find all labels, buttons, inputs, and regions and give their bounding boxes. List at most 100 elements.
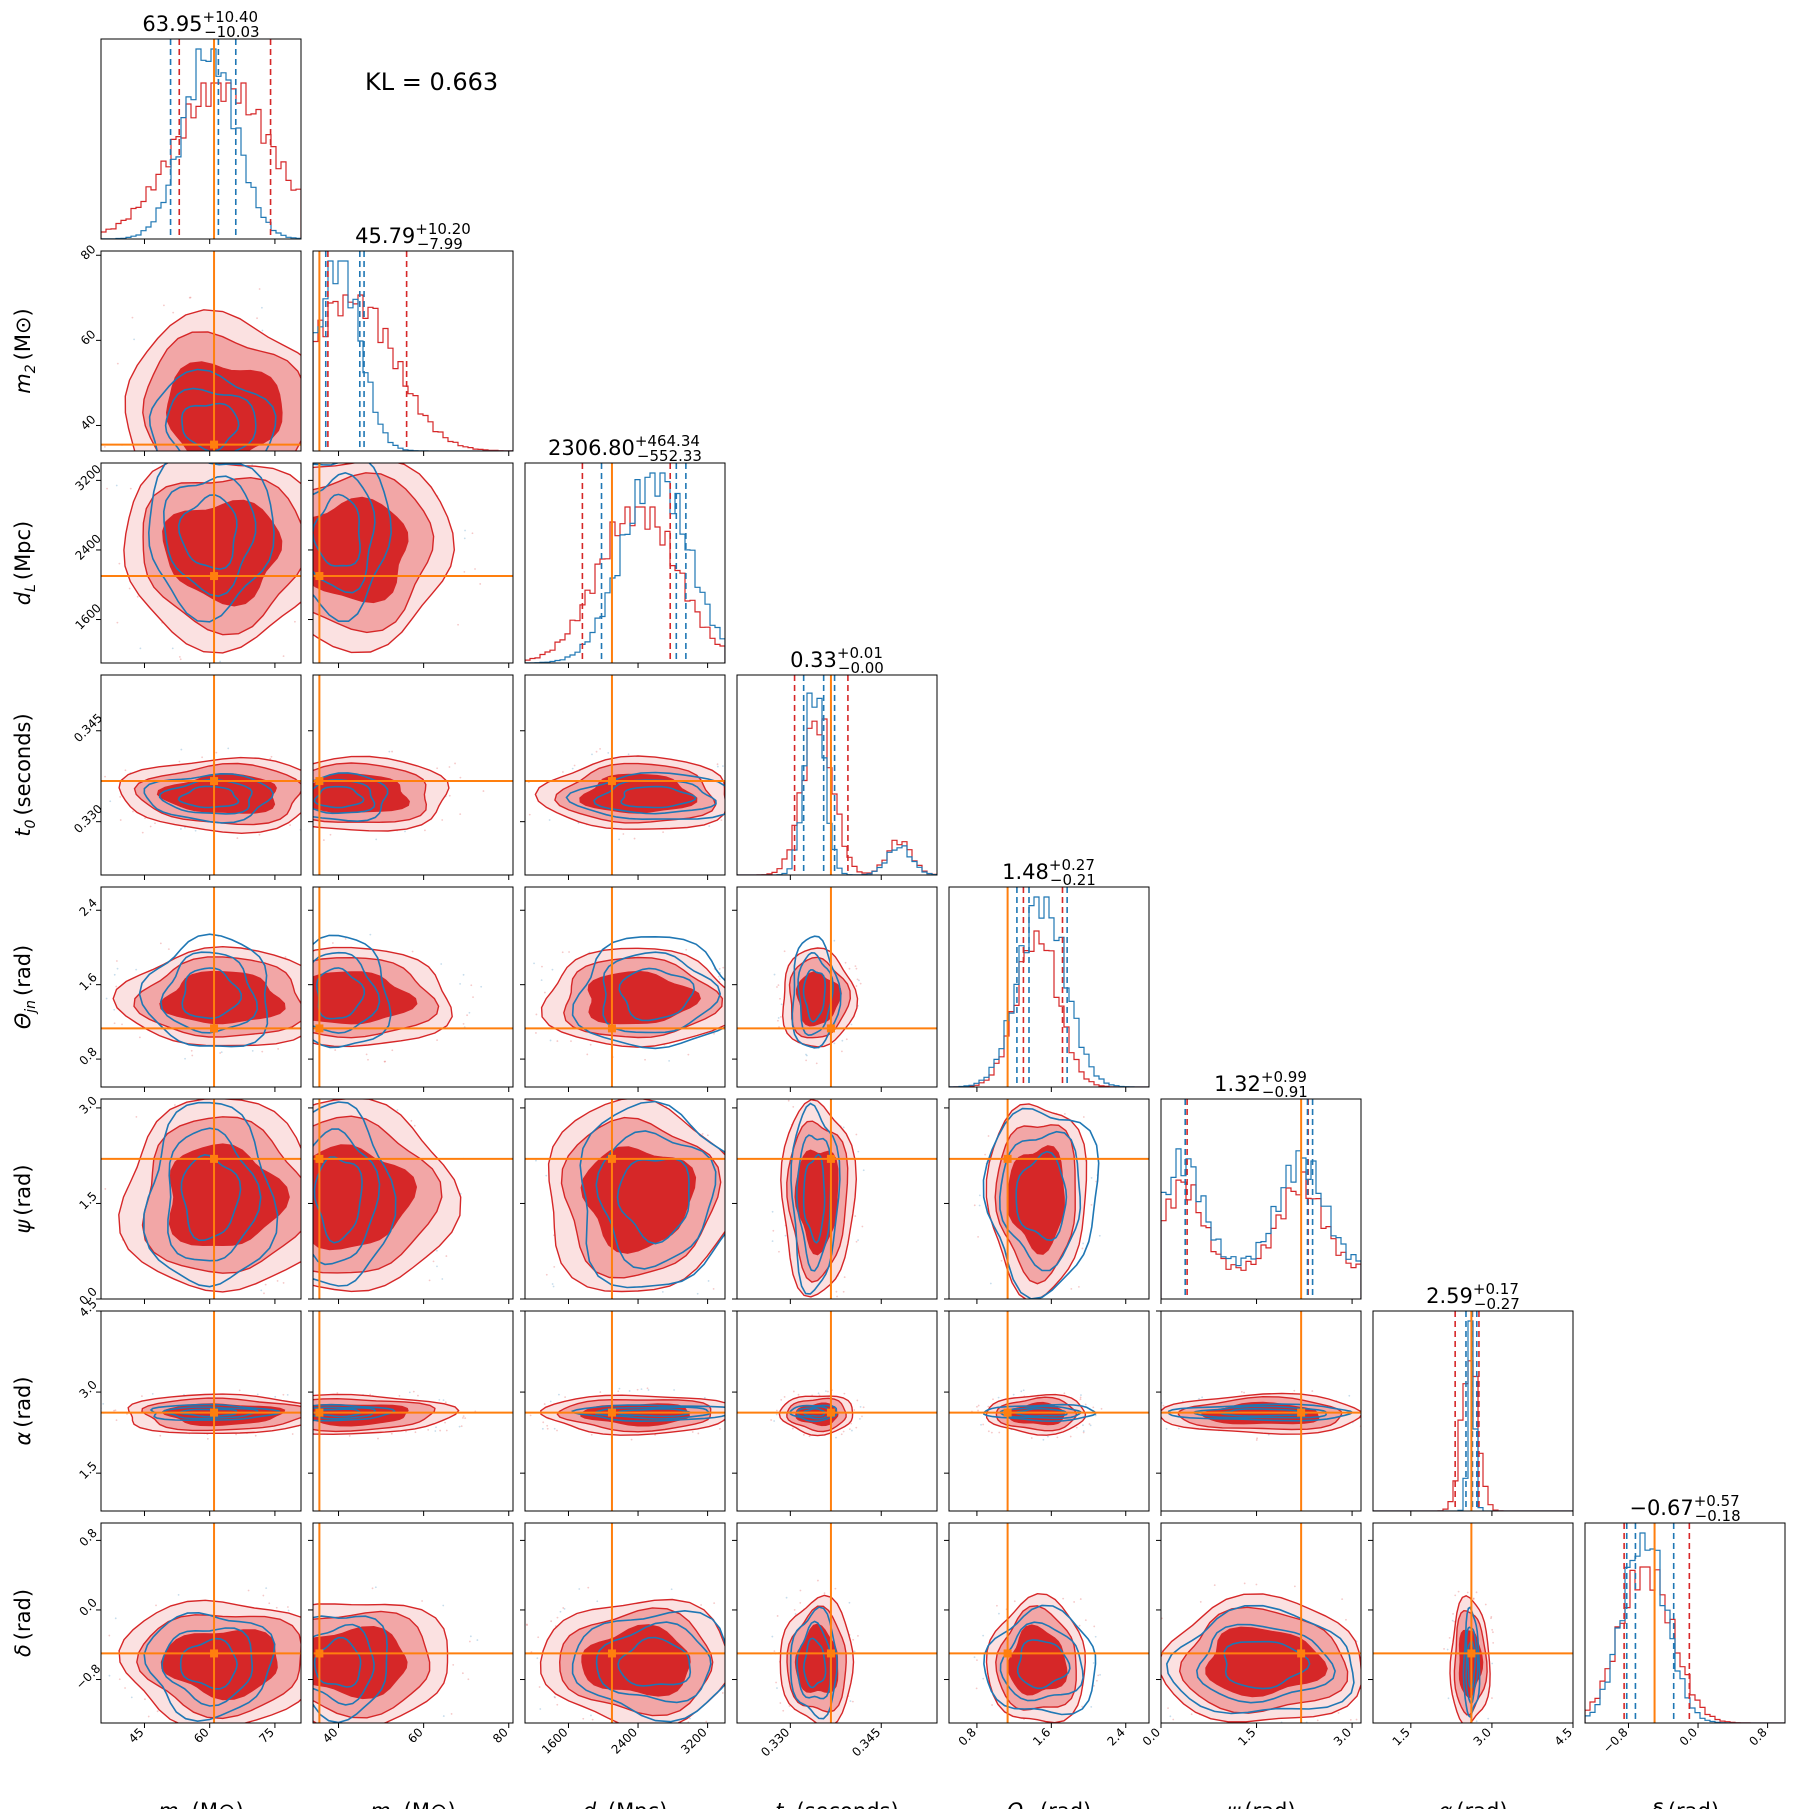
scatter-point <box>458 1425 461 1428</box>
scatter-point <box>1293 1585 1296 1588</box>
scatter-point <box>807 1073 809 1075</box>
scatter-point <box>787 1099 790 1102</box>
scatter-point <box>843 1392 846 1395</box>
scatter-point <box>640 1388 643 1391</box>
scatter-point <box>244 454 246 456</box>
scatter-point <box>128 587 131 590</box>
panel-frame <box>524 1098 726 1300</box>
panel-delta-t0: 0.330 0.345 <box>732 1522 938 1759</box>
truth-marker <box>1003 1408 1012 1417</box>
scatter-point <box>404 830 406 833</box>
scatter-point <box>104 1188 107 1190</box>
scatter-point <box>1333 1731 1335 1733</box>
scatter-point <box>1472 1597 1475 1600</box>
scatter-point <box>841 1308 843 1310</box>
scatter-point <box>271 1718 273 1720</box>
scatter-point <box>464 529 466 532</box>
x-tick-label-m2: 60 <box>405 1725 426 1746</box>
panel-alpha-m1: 1.53.04.5 <box>76 1296 302 1516</box>
panel-delta-m1: 45 60 75 −0.8 0.0 0.8 <box>73 1522 302 1746</box>
scatter-point <box>815 1070 817 1072</box>
scatter-point <box>294 1432 296 1434</box>
scatter-point <box>1042 1438 1045 1441</box>
scatter-point <box>840 1724 842 1726</box>
scatter-point <box>783 1395 786 1398</box>
scatter-point <box>840 1050 843 1053</box>
scatter-point <box>1177 1427 1180 1430</box>
scatter-point <box>553 1265 556 1268</box>
scatter-point <box>778 1250 780 1253</box>
scatter-point <box>519 785 521 787</box>
scatter-point <box>586 1053 589 1056</box>
scatter-point <box>308 1204 310 1206</box>
scatter-point <box>551 968 554 971</box>
scatter-point <box>758 985 760 987</box>
contour-b-2 <box>177 494 238 570</box>
scatter-point <box>776 1615 779 1617</box>
scatter-point <box>163 304 165 307</box>
scatter-point <box>1094 1635 1097 1638</box>
scatter-point <box>836 1295 838 1298</box>
contour-b-2 <box>181 967 243 1020</box>
panel-frame <box>100 38 302 240</box>
scatter-point <box>228 1729 230 1731</box>
scatter-point <box>285 756 287 758</box>
scatter-point <box>450 1713 453 1715</box>
scatter-point <box>334 1049 337 1051</box>
scatter-point <box>1093 1625 1096 1628</box>
scatter-point <box>259 463 261 465</box>
scatter-point <box>315 1091 317 1093</box>
scatter-point <box>526 1624 528 1627</box>
panel-frame <box>1372 1522 1574 1724</box>
truth-marker <box>210 1024 219 1033</box>
scatter-point <box>1078 1285 1080 1288</box>
contour-b-1 <box>313 778 376 815</box>
scatter-point <box>267 1604 269 1606</box>
scatter-point <box>739 1691 741 1693</box>
scatter-point <box>727 768 729 770</box>
scatter-point <box>713 1032 715 1035</box>
scatter-point <box>269 757 272 760</box>
scatter-point <box>135 968 138 971</box>
scatter-point <box>1082 1424 1084 1427</box>
scatter-point <box>1484 1603 1487 1606</box>
scatter-point <box>731 1702 733 1704</box>
scatter-point <box>299 457 301 459</box>
panel-frame <box>524 886 726 1088</box>
scatter-point <box>482 790 485 792</box>
scatter-point <box>855 1133 858 1136</box>
scatter-point <box>149 825 152 828</box>
scatter-point <box>587 1586 590 1589</box>
contour-b-0 <box>983 1604 1097 1716</box>
scatter-point <box>282 1393 285 1396</box>
scatter-point <box>1491 1628 1494 1631</box>
scatter-point <box>564 1396 567 1399</box>
scatter-point <box>734 1424 736 1426</box>
scatter-point <box>982 1677 985 1680</box>
scatter-point <box>261 1050 264 1053</box>
scatter-point <box>795 1727 797 1729</box>
contour-b-2 <box>620 785 697 809</box>
scatter-point <box>568 951 570 953</box>
x-tick-label-psi: 3.0 <box>1331 1725 1354 1748</box>
scatter-point <box>590 1301 592 1303</box>
scatter-point <box>716 765 719 768</box>
truth-marker <box>1003 1154 1012 1163</box>
scatter-point <box>1362 1426 1364 1428</box>
scatter-point <box>718 968 721 970</box>
panel-grid: 63.95+10.40 −10.03 40 60 80 45.79+10.20 −7.99 1… <box>11 8 1786 1809</box>
contour-b-1 <box>164 387 257 451</box>
scatter-point <box>545 1174 548 1177</box>
scatter-point <box>536 1657 539 1660</box>
scatter-point <box>776 986 778 988</box>
scatter-point <box>618 838 621 841</box>
scatter-point <box>980 1423 982 1426</box>
scatter-point <box>1466 1591 1469 1594</box>
scatter-point <box>833 939 836 942</box>
x-tick-label-m2: 80 <box>490 1725 511 1746</box>
scatter-point <box>977 1235 979 1238</box>
scatter-point <box>997 1396 1000 1399</box>
scatter-point <box>771 1240 774 1243</box>
scatter-point <box>1139 1671 1141 1673</box>
scatter-point <box>722 765 724 767</box>
